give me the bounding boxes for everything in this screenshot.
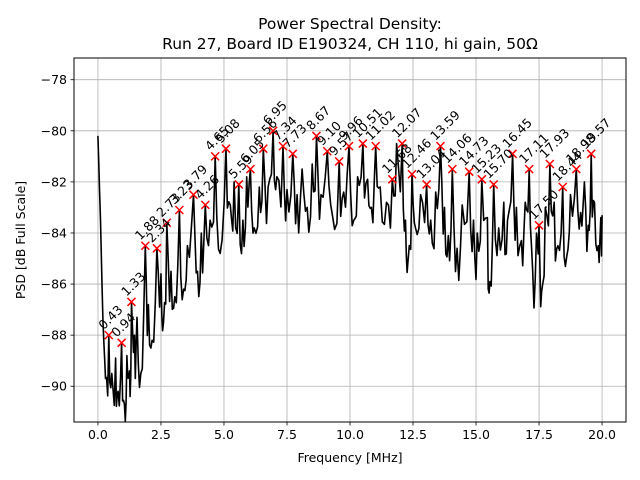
peak-marker [258,144,268,154]
peak-marker [477,174,487,184]
x-tick-label: 2.5 [151,427,171,442]
peak-marker [464,167,474,177]
peak-marker [397,139,407,149]
x-tick-label: 12.5 [399,427,427,442]
peak-marker [447,164,457,174]
x-tick-label: 10.0 [336,427,364,442]
y-tick-label: −78 [41,72,67,87]
y-tick-label: −90 [41,379,67,394]
peak-marker [104,330,114,340]
y-axis-ticks: −90 −88 −86 −84 −82 −80 −78 [41,72,74,394]
peak-marker [126,297,136,307]
y-tick-label: −82 [41,174,67,189]
peak-marker [571,164,581,174]
peak-marker [387,174,397,184]
chart-title-line-1: Power Spectral Density: [258,15,442,33]
peak-marker [221,144,231,154]
peak-marker [407,169,417,179]
y-tick-label: −80 [41,123,67,138]
x-tick-label: 7.5 [277,427,297,442]
peak-marker [162,218,172,228]
peak-marker [422,179,432,189]
peak-marker [268,126,278,136]
x-tick-label: 15.0 [462,427,490,442]
peak-marker [174,205,184,215]
y-tick-label: −84 [41,225,67,240]
x-tick-label: 17.5 [525,427,553,442]
x-tick-label: 20.0 [588,427,616,442]
peak-marker [245,164,255,174]
peak-marker [545,159,555,169]
peak-marker [140,241,150,251]
peak-marker [278,141,288,151]
peak-marker [358,139,368,149]
peak-markers [104,126,596,348]
peak-marker [435,141,446,151]
x-tick-label: 5.0 [214,427,234,442]
peak-marker [117,338,127,348]
peak-marker [558,182,568,192]
peak-marker [200,200,210,210]
peak-marker [534,220,544,230]
peak-marker [288,149,298,159]
peak-marker [586,149,596,159]
peak-marker [334,156,344,166]
y-axis-label: PSD [dB Full Scale] [13,181,28,299]
peak-marker [344,141,354,151]
peak-marker [524,164,534,174]
x-axis-ticks: 0.0 2.5 5.0 7.5 10.0 12.5 15.0 17.5 20.0 [88,422,616,442]
plot-frame [73,57,627,423]
peak-marker [371,141,381,151]
peak-marker [234,179,244,189]
chart-title-line-2: Run 27, Board ID E190324, CH 110, hi gai… [162,35,538,53]
peak-marker [508,149,518,159]
peak-marker [489,179,499,189]
peak-marker [322,146,332,156]
y-tick-label: −86 [41,277,67,292]
peak-marker [311,131,322,141]
peak-marker [152,243,162,253]
peak-marker [210,151,220,161]
peak-marker [188,190,199,200]
x-axis-label: Frequency [MHz] [297,450,402,465]
x-tick-label: 0.0 [88,427,108,442]
y-tick-label: −88 [41,328,67,343]
psd-line [97,130,603,422]
